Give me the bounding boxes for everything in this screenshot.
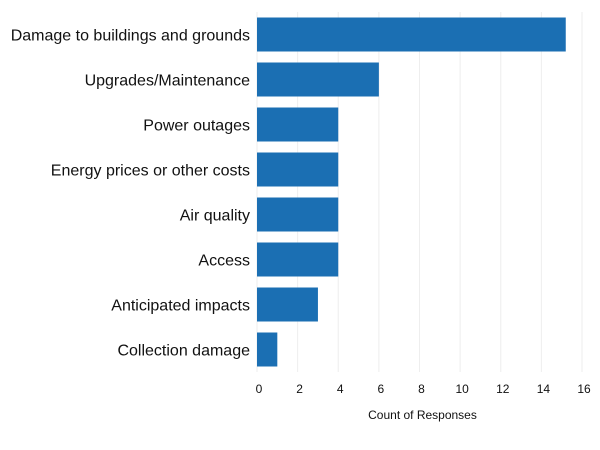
category-label: Access bbox=[198, 253, 250, 270]
x-axis-ticks: 0 2 4 6 8 10 12 14 16 bbox=[256, 382, 591, 396]
bar bbox=[257, 17, 566, 52]
x-tick-label: 0 bbox=[256, 382, 263, 396]
bar bbox=[257, 107, 339, 142]
category-label: Anticipated impacts bbox=[111, 298, 250, 315]
x-tick-label: 12 bbox=[496, 382, 510, 396]
x-tick-label: 4 bbox=[337, 382, 344, 396]
category-label: Energy prices or other costs bbox=[51, 163, 250, 180]
bar bbox=[257, 197, 339, 232]
x-tick-label: 2 bbox=[296, 382, 303, 396]
category-label: Collection damage bbox=[117, 343, 250, 360]
category-label: Air quality bbox=[180, 208, 250, 225]
category-label: Damage to buildings and grounds bbox=[11, 28, 250, 45]
x-tick-label: 16 bbox=[577, 382, 591, 396]
x-axis-title: Count of Responses bbox=[368, 408, 477, 422]
category-labels: Damage to buildings and grounds Upgrades/… bbox=[11, 28, 250, 360]
bar bbox=[257, 287, 318, 322]
bar bbox=[257, 332, 278, 367]
bars bbox=[257, 17, 566, 367]
category-label: Upgrades/Maintenance bbox=[85, 73, 251, 90]
bar bbox=[257, 62, 379, 97]
bar bbox=[257, 242, 339, 277]
x-tick-label: 8 bbox=[418, 382, 425, 396]
x-tick-label: 10 bbox=[455, 382, 469, 396]
x-tick-label: 6 bbox=[378, 382, 385, 396]
x-tick-label: 14 bbox=[537, 382, 551, 396]
category-label: Power outages bbox=[143, 118, 250, 135]
bar bbox=[257, 152, 339, 187]
